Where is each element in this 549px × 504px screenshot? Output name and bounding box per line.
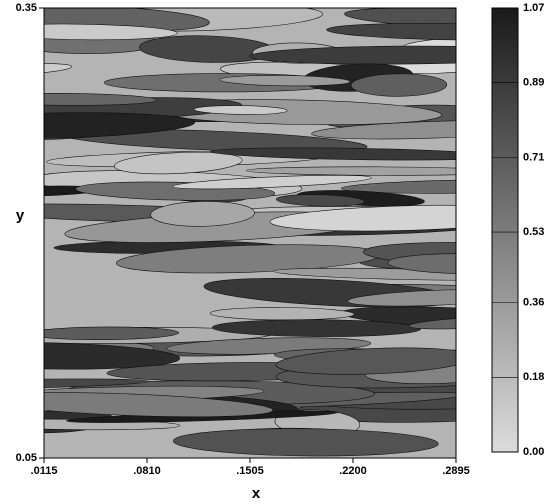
streak xyxy=(44,63,73,76)
colorbar-tick-label: 0.00 xyxy=(523,446,544,458)
streak xyxy=(44,392,274,418)
streak xyxy=(44,92,157,106)
streak xyxy=(210,147,456,161)
streak xyxy=(387,253,456,275)
colorbar-tick-label: 0.18 xyxy=(523,371,544,383)
streak xyxy=(408,316,456,330)
x-tick-label: .0810 xyxy=(133,465,161,477)
streak xyxy=(44,378,150,390)
streak xyxy=(275,347,456,375)
y-tick-label: 0.35 xyxy=(16,2,37,14)
x-tick-label: .1505 xyxy=(236,465,264,477)
x-axis-label: x xyxy=(252,485,261,502)
streak xyxy=(249,45,456,65)
x-tick-label: .2200 xyxy=(339,465,367,477)
streak xyxy=(326,23,456,41)
streak xyxy=(44,112,196,140)
streak xyxy=(173,428,439,457)
streak xyxy=(246,166,456,176)
streak xyxy=(350,73,448,97)
colorbar-tick-label: 0.36 xyxy=(523,297,544,309)
streak xyxy=(44,326,179,340)
streak xyxy=(150,201,255,227)
streak xyxy=(311,120,456,140)
colorbar-tick-label: 0.89 xyxy=(523,77,544,89)
streak xyxy=(347,289,456,307)
streak xyxy=(44,23,178,41)
x-tick-label: .2895 xyxy=(442,465,470,477)
x-tick-label: .0115 xyxy=(31,465,58,477)
colorbar-tick-label: 0.53 xyxy=(523,226,544,238)
colorbar-tick-label: 0.71 xyxy=(523,151,544,163)
streak xyxy=(114,151,243,175)
streak xyxy=(193,105,288,115)
streak xyxy=(219,75,351,87)
streak xyxy=(269,204,456,232)
colorbar xyxy=(491,7,519,453)
streak xyxy=(44,342,181,370)
streak xyxy=(211,319,422,337)
y-tick-label: 0.05 xyxy=(16,452,37,464)
streak xyxy=(172,175,372,190)
streak xyxy=(340,179,456,194)
y-axis-label: y xyxy=(16,207,25,224)
colorbar-tick-label: 1.07 xyxy=(523,2,544,14)
streak xyxy=(276,194,365,207)
